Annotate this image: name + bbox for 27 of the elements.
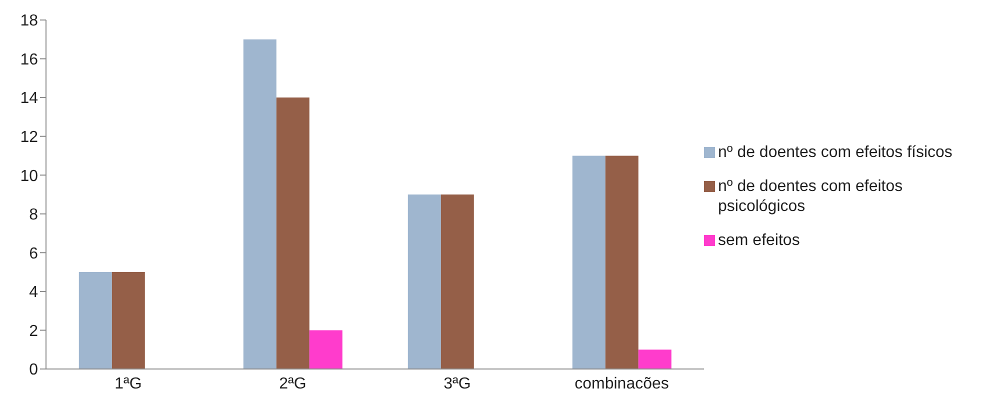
bar [243,39,276,369]
y-tick-label: 0 [29,362,38,379]
bar [309,330,342,369]
y-tick-label: 10 [20,168,38,185]
legend-label: sem efeitos [718,230,800,250]
y-tick-label: 6 [29,245,38,262]
bar [112,272,145,369]
legend-label: nº de doentes com efeitos psicológicos [718,176,904,216]
bar [276,98,310,369]
bar [638,350,672,369]
bar [408,194,441,369]
y-tick-label: 18 [20,12,38,30]
x-tick-label: 1ªG [114,375,142,392]
y-tick-label: 12 [20,129,38,146]
y-tick-label: 14 [20,90,38,108]
x-tick-label: combinacões [574,375,669,392]
x-tick-label: 2ªG [279,375,306,392]
bar [605,156,638,369]
y-tick-label: 4 [29,284,38,302]
y-tick-label: 16 [20,51,38,68]
bar [78,272,112,369]
bar [572,156,606,369]
x-tick-label: 3ªG [444,375,471,392]
y-tick-label: 2 [29,322,38,340]
y-tick-label: 8 [29,206,38,224]
legend-label: nº de doentes com efeitos físicos [718,142,952,162]
bar [440,194,474,369]
